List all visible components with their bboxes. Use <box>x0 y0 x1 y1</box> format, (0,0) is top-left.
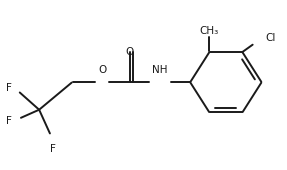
Text: O: O <box>126 47 134 57</box>
Text: F: F <box>50 144 56 154</box>
Text: F: F <box>6 116 12 126</box>
Text: NH: NH <box>152 65 168 75</box>
Text: F: F <box>6 83 12 93</box>
Text: Cl: Cl <box>266 33 276 43</box>
Text: O: O <box>98 65 106 75</box>
Text: CH₃: CH₃ <box>200 26 219 36</box>
